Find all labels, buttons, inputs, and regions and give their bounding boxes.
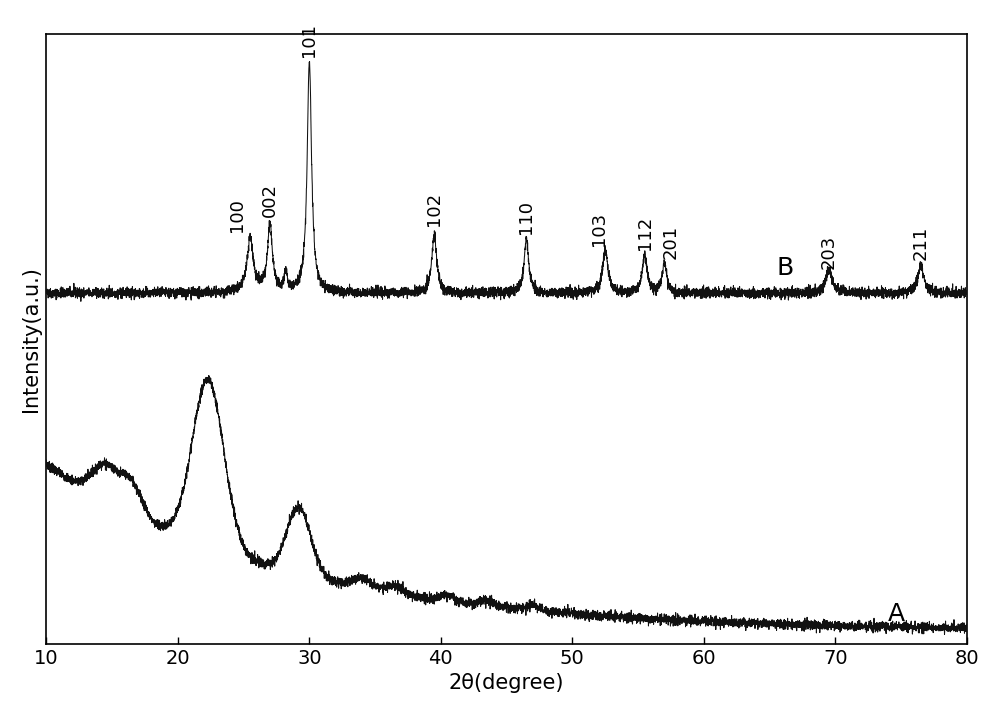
Text: 100: 100 (228, 198, 246, 232)
Text: 112: 112 (636, 216, 654, 250)
Text: A: A (888, 602, 905, 625)
Text: 211: 211 (912, 226, 930, 261)
Y-axis label: Intensity(a.u.): Intensity(a.u.) (21, 266, 41, 412)
Text: 110: 110 (517, 201, 535, 234)
Text: 101: 101 (300, 23, 318, 57)
Text: 102: 102 (425, 192, 443, 226)
Text: 201: 201 (662, 225, 680, 259)
Text: B: B (776, 256, 793, 280)
X-axis label: 2θ(degree): 2θ(degree) (449, 673, 564, 693)
Text: 002: 002 (261, 183, 279, 217)
Text: 103: 103 (590, 212, 608, 246)
Text: 203: 203 (820, 234, 838, 268)
